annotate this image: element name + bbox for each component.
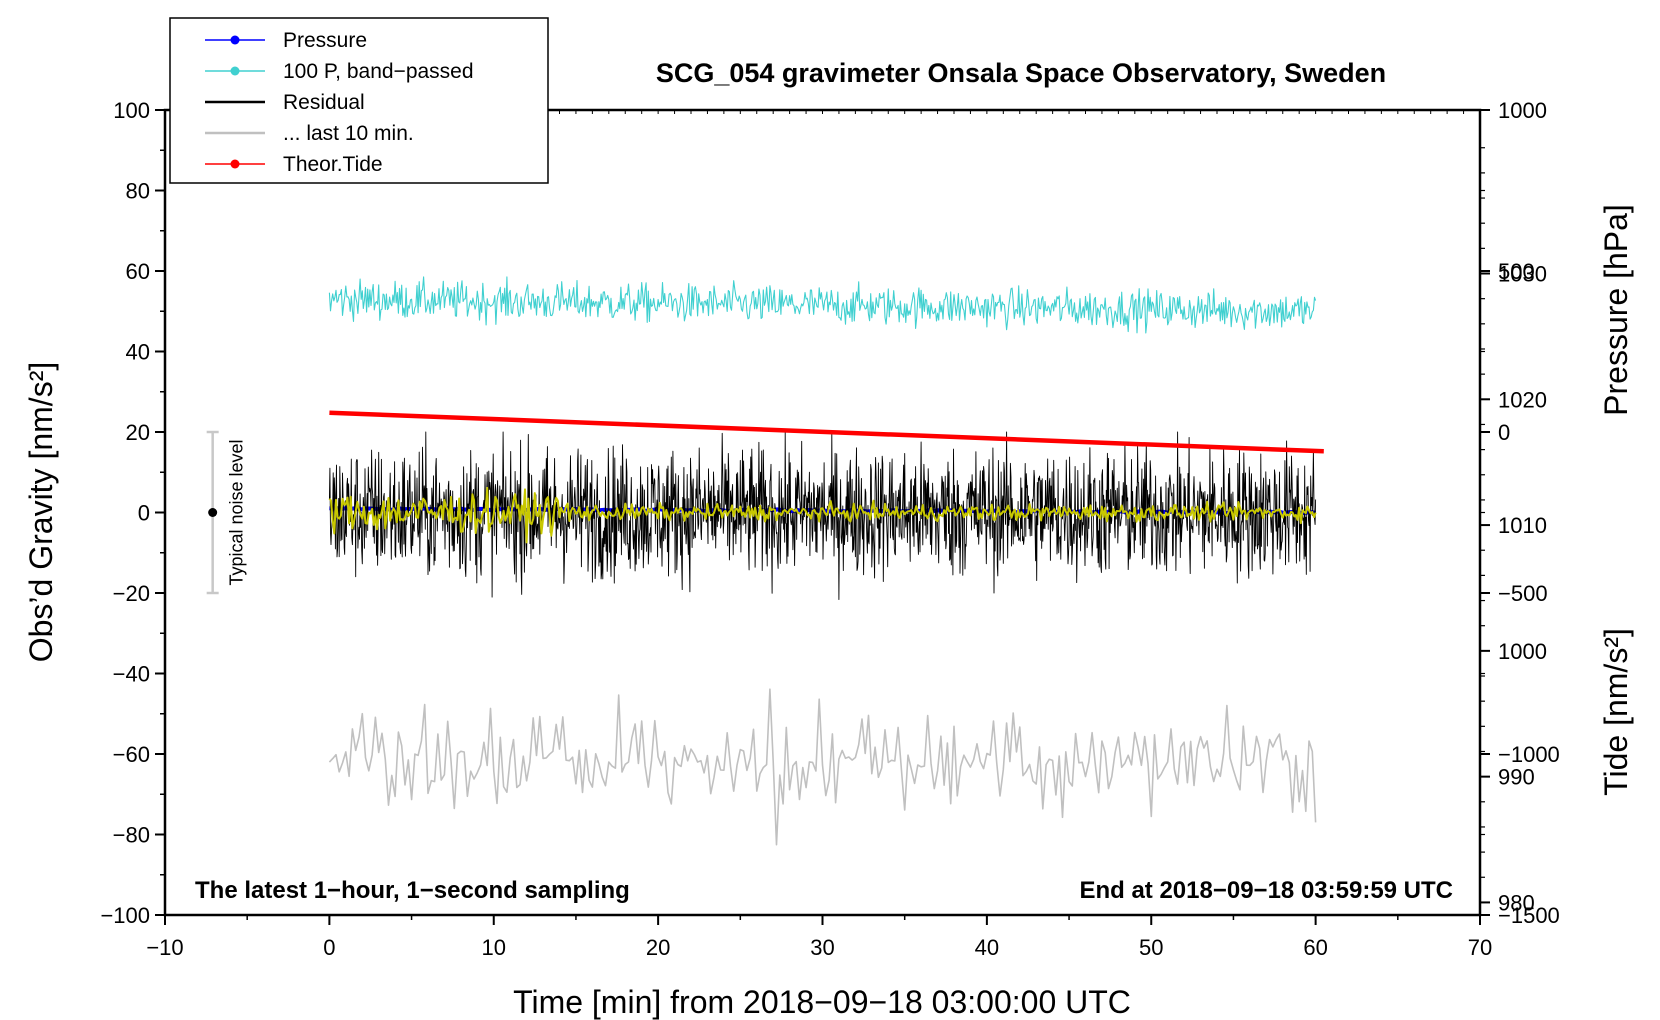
series-line-1 (328, 276, 1317, 334)
pressure-tick-label: 980 (1498, 890, 1535, 915)
tide-tick-label: 500 (1498, 259, 1535, 284)
y-axis-ticks: 100 80 60 40 20 0 −20 −40 −60 −80 −100 (100, 98, 165, 928)
tide-tick-label: 1000 (1498, 98, 1547, 123)
x-tick-label: 60 (1303, 935, 1327, 960)
y-tick-label: 100 (113, 98, 150, 123)
y-axis-label-tide: Tide [nm/s²] (1598, 628, 1634, 796)
y-tick-label: 60 (126, 259, 150, 284)
legend: Pressure 100 P, band−passed Residual ... la… (169, 17, 549, 184)
legend-box (169, 17, 549, 184)
footer-right-note: End at 2018−09−18 03:59:59 UTC (1079, 877, 1453, 904)
series-line-4 (328, 688, 1317, 846)
pressure-tick-label: 990 (1498, 765, 1535, 790)
x-tick-label: 70 (1468, 935, 1492, 960)
legend-label-4: Theor.Tide (283, 153, 383, 176)
x-tick-label: −10 (146, 935, 183, 960)
pressure-tick-label: 1020 (1498, 387, 1547, 412)
legend-marker-4 (230, 159, 240, 169)
tide-tick-label: −1000 (1498, 742, 1560, 767)
chart-title: SCG_054 gravimeter Onsala Space Observat… (656, 58, 1386, 88)
tide-tick-label: −1500 (1498, 903, 1560, 928)
legend-label-0: Pressure (283, 29, 367, 52)
noise-level-label: Typical noise level (227, 439, 247, 585)
x-tick-label: 20 (646, 935, 670, 960)
series-layer (328, 276, 1324, 846)
pressure-tick-label: 1010 (1498, 513, 1547, 538)
y-tick-label: −20 (113, 581, 150, 606)
legend-label-1: 100 P, band−passed (283, 60, 474, 83)
x-tick-label: 10 (482, 935, 506, 960)
y-tick-label: 20 (126, 420, 150, 445)
y-axis-label-left: Obs’d Gravity [nm/s²] (23, 362, 59, 663)
right-axis-ticks: 1030 1020 1010 1000 990 980 1000 500 0 −500 −1000 −… (1480, 98, 1560, 928)
y-tick-label: −60 (113, 742, 150, 767)
noise-bar-center-dot (208, 508, 218, 517)
x-tick-label: 30 (810, 935, 834, 960)
x-tick-label: 0 (323, 935, 335, 960)
legend-marker-0 (230, 35, 240, 45)
y-tick-label: −40 (113, 662, 150, 687)
y-tick-label: 0 (138, 501, 150, 526)
y-tick-label: −100 (100, 903, 150, 928)
tide-tick-label: 0 (1498, 420, 1510, 445)
legend-label-2: Residual (283, 91, 365, 114)
pressure-tick-label: 1030 (1498, 262, 1547, 287)
x-axis-label: Time [min] from 2018−09−18 03:00:00 UTC (513, 984, 1131, 1020)
footer-left-note: The latest 1−hour, 1−second sampling (195, 877, 630, 904)
legend-label-3: ... last 10 min. (283, 122, 414, 145)
y-axis-label-pressure: Pressure [hPa] (1598, 204, 1634, 416)
tide-tick-label: −500 (1498, 581, 1548, 606)
legend-marker-1 (230, 66, 240, 76)
x-axis-ticks: −10 0 10 20 30 40 50 60 70 (146, 915, 1492, 960)
y-tick-label: 40 (126, 340, 150, 365)
pressure-tick-label: 1000 (1498, 639, 1547, 664)
y-tick-label: 80 (126, 179, 150, 204)
series-line-3 (328, 486, 1317, 544)
series-line-5 (329, 410, 1324, 454)
y-tick-label: −80 (113, 823, 150, 848)
noise-level-indicator: Typical noise level (206, 430, 247, 595)
x-tick-label: 40 (975, 935, 999, 960)
x-tick-label: 50 (1139, 935, 1163, 960)
